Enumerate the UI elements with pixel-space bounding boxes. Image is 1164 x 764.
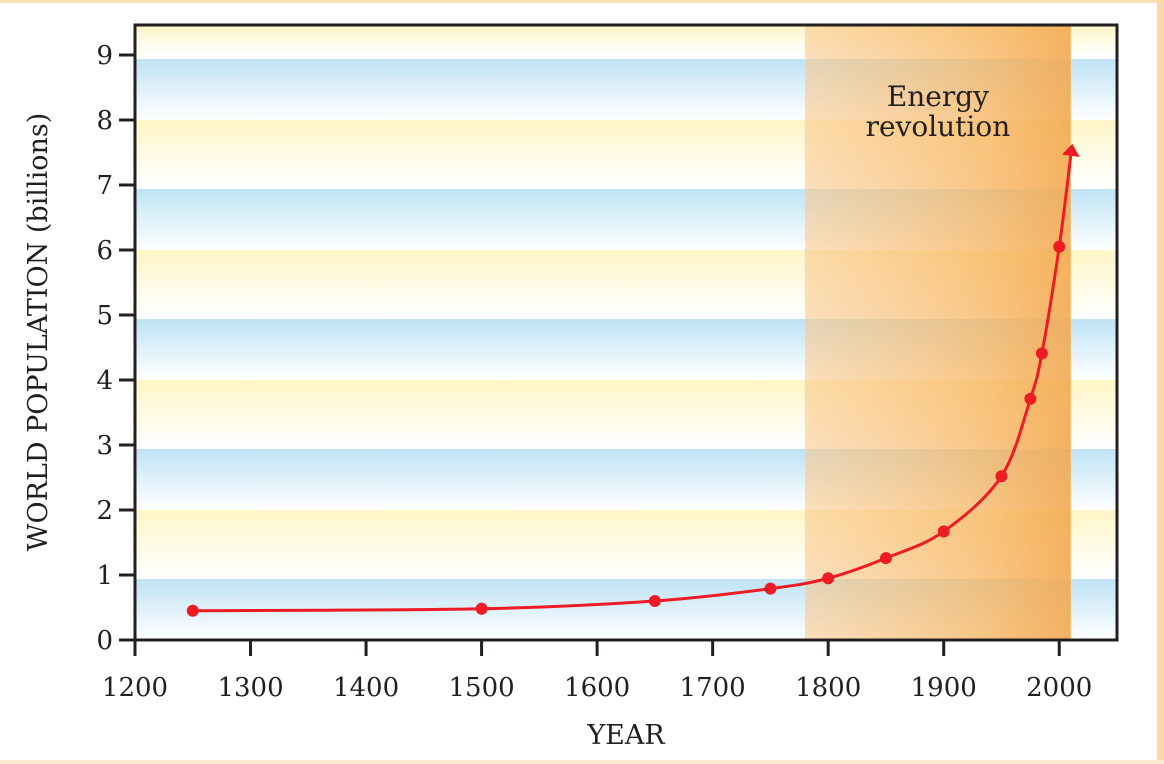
data-point xyxy=(995,470,1008,483)
y-tick-label: 6 xyxy=(96,236,113,266)
energy-label-line2: revolution xyxy=(866,110,1011,143)
page-border-bottom xyxy=(0,760,1164,764)
data-point xyxy=(1024,392,1037,405)
y-tick-label: 9 xyxy=(96,41,113,71)
x-axis-label: YEAR xyxy=(586,720,665,751)
y-tick-label: 8 xyxy=(96,106,113,136)
plot-frame xyxy=(133,23,1119,642)
arrowhead xyxy=(1061,143,1080,157)
x-tick-label: 2000 xyxy=(1026,673,1092,703)
y-axis-label: WORLD POPULATION (billions) xyxy=(23,113,54,552)
x-tick-label: 1500 xyxy=(449,673,515,703)
data-point xyxy=(879,552,892,565)
data-point xyxy=(1035,347,1048,360)
x-tick-label: 1700 xyxy=(680,673,746,703)
x-tick-label: 1900 xyxy=(911,673,977,703)
series-world-population xyxy=(186,143,1080,617)
data-point xyxy=(764,582,777,595)
y-tick-label: 7 xyxy=(96,171,113,201)
data-point xyxy=(822,572,835,585)
y-tick-label: 4 xyxy=(96,366,113,396)
data-point xyxy=(1053,240,1066,253)
energy-label-line1: Energy xyxy=(887,80,989,113)
x-tick-label: 1300 xyxy=(217,673,283,703)
data-point xyxy=(186,604,199,617)
data-point xyxy=(937,525,950,538)
y-tick-label: 2 xyxy=(96,496,113,526)
y-tick-label: 5 xyxy=(96,301,113,331)
y-tick-label: 1 xyxy=(96,561,113,591)
data-point xyxy=(475,602,488,615)
data-point xyxy=(648,595,661,607)
y-tick-label: 3 xyxy=(96,431,113,461)
axes: 0 1 2 3 4 5 6 7 8 9 1200 1300 1400 1500 1600 1700 1800 19… xyxy=(96,23,1119,703)
energy-revolution-region xyxy=(805,25,1071,640)
page-border-right xyxy=(1157,0,1164,764)
x-tick-label: 1200 xyxy=(102,673,168,703)
x-tick-label: 1800 xyxy=(795,673,861,703)
x-tick-label: 1600 xyxy=(564,673,630,703)
x-tick-label: 1400 xyxy=(333,673,399,703)
page-border-top xyxy=(0,0,1164,3)
y-tick-label: 0 xyxy=(96,626,113,656)
